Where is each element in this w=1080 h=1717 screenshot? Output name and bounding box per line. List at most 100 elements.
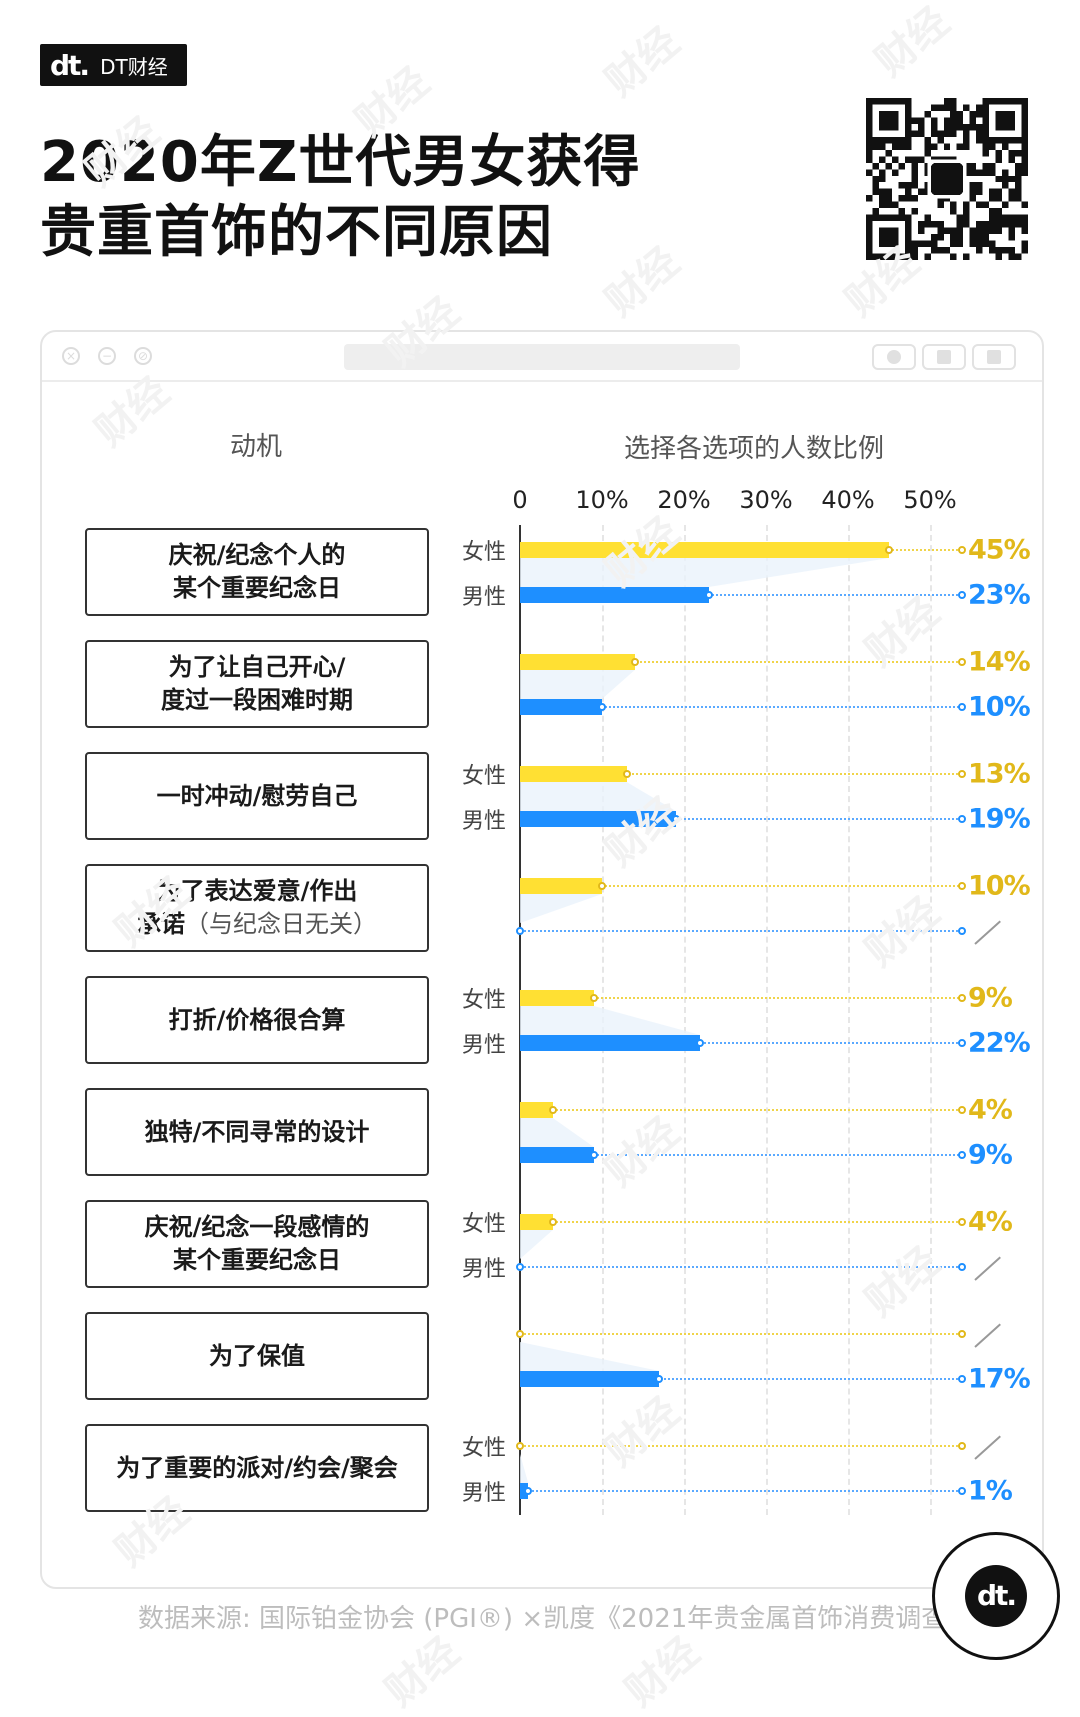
bar-end-dot-male xyxy=(516,927,524,935)
bar-end-dot-male xyxy=(655,1375,664,1383)
leader-end-dot-male xyxy=(958,1151,966,1159)
value-label-female: 4% xyxy=(968,1206,1013,1238)
x-tick-label: 40% xyxy=(821,486,875,514)
bar-female xyxy=(520,766,627,782)
bar-end-dot-female xyxy=(516,1330,524,1338)
bar-connector xyxy=(520,782,676,811)
gender-label-female: 女性 xyxy=(462,988,507,1013)
category-label-main: 度过一段困难时期 xyxy=(161,686,353,714)
leader-end-dot-female xyxy=(958,1330,966,1338)
category-box: 独特/不同寻常的设计 xyxy=(85,1088,429,1176)
category-label-line-2: 度过一段困难时期 xyxy=(161,684,353,717)
category-box: 一时冲动/慰劳自己 xyxy=(85,752,429,840)
x-tick-label: 30% xyxy=(739,486,793,514)
category-label: 为了重要的派对/约会/聚会 xyxy=(116,1452,398,1485)
leader-end-dot-female xyxy=(958,994,966,1002)
leader-end-dot-male xyxy=(958,591,966,599)
brand-logo: dt. DT财经 xyxy=(40,44,187,86)
bar-end-dot-female xyxy=(548,1106,557,1114)
category-label-main: 某个重要纪念日 xyxy=(172,1246,341,1274)
brand-mark: dt. xyxy=(50,48,90,82)
x-tick-label: 0 xyxy=(512,486,528,514)
leader-end-dot-female xyxy=(958,1442,966,1450)
bar-male xyxy=(520,587,709,603)
category-label-main: 某个重要纪念日 xyxy=(172,574,341,602)
category-label-line-2: 某个重要纪念日 xyxy=(169,572,346,605)
leader-line-female xyxy=(520,1333,962,1335)
category-label: 庆祝/纪念一段感情的 某个重要纪念日 xyxy=(145,1211,370,1277)
bar-end-dot-male xyxy=(704,591,713,599)
category-label-line-1: 为了保值 xyxy=(209,1341,305,1370)
category-label: 为了保值 xyxy=(209,1340,305,1373)
bar-end-dot-female xyxy=(885,546,893,554)
leader-end-dot-male xyxy=(958,815,966,823)
bar-female xyxy=(520,542,889,558)
block-icon: ⊘ xyxy=(134,347,152,365)
leader-line-female xyxy=(634,661,962,663)
bar-male xyxy=(520,811,676,827)
value-label-female: 13% xyxy=(968,758,1031,790)
bar-male xyxy=(520,699,602,715)
gender-label-female: 女性 xyxy=(462,540,507,565)
address-bar xyxy=(344,344,740,370)
bar-end-dot-female xyxy=(516,1442,524,1450)
leader-line-male xyxy=(520,1266,962,1268)
bar-end-dot-male xyxy=(524,1487,533,1495)
bar-connector xyxy=(520,1118,594,1147)
watermark: 财经 xyxy=(377,1628,468,1716)
leader-line-male xyxy=(593,1154,962,1156)
value-label-female: 14% xyxy=(968,646,1031,678)
qr-code-icon[interactable] xyxy=(866,98,1028,260)
leader-line-female xyxy=(602,885,962,887)
category-header: 动机 xyxy=(230,432,283,462)
leader-line-male xyxy=(659,1378,962,1380)
leader-line-female xyxy=(889,549,962,551)
category-label: 打折/价格很合算 xyxy=(169,1004,346,1037)
leader-end-dot-female xyxy=(958,658,966,666)
bar-connector xyxy=(520,894,602,923)
watermark: 财经 xyxy=(617,1628,708,1716)
bar-connector xyxy=(520,1006,701,1035)
bar-end-dot-female xyxy=(598,882,606,890)
category-label: 为了让自己开心/度过一段困难时期 xyxy=(161,651,353,717)
leader-end-dot-female xyxy=(958,1218,966,1226)
category-label-line-1: 独特/不同寻常的设计 xyxy=(144,1117,370,1146)
leader-end-dot-male xyxy=(958,1039,966,1047)
category-label: 独特/不同寻常的设计 xyxy=(145,1116,370,1149)
bar-end-dot-male xyxy=(589,1151,598,1159)
category-box: 庆祝/纪念一段感情的 某个重要纪念日 xyxy=(85,1200,429,1288)
bar-male xyxy=(520,1371,660,1387)
bar-male xyxy=(520,1147,594,1163)
category-label-line-1: 庆祝/纪念个人的 xyxy=(168,541,346,569)
category-label-line-2: 承诺（与纪念日无关） xyxy=(137,908,377,941)
close-icon: × xyxy=(62,347,80,365)
category-box: 庆祝/纪念个人的 某个重要纪念日 xyxy=(85,528,429,616)
brand-badge-icon[interactable]: dt. xyxy=(932,1532,1060,1660)
category-box: 为了重要的派对/约会/聚会 xyxy=(85,1424,429,1512)
page-title: 2020年Z世代男女获得 贵重首饰的不同原因 xyxy=(40,128,720,268)
value-label-female: 10% xyxy=(968,870,1031,902)
value-label-male: 17% xyxy=(968,1363,1031,1395)
leader-end-dot-female xyxy=(958,1106,966,1114)
value-label-male: 9% xyxy=(968,1139,1013,1171)
leader-line-male xyxy=(602,706,962,708)
leader-end-dot-female xyxy=(958,770,966,778)
gridline xyxy=(930,525,932,1515)
gender-label-male: 男性 xyxy=(462,1033,507,1058)
badge-mark: dt. xyxy=(965,1565,1027,1627)
bar-end-dot-male xyxy=(696,1039,705,1047)
category-label-line-1: 为了表达爱意/作出 xyxy=(156,877,358,905)
bar-male xyxy=(520,1483,529,1499)
value-header: 选择各选项的人数比例 xyxy=(624,434,885,464)
share-icon xyxy=(922,344,966,370)
gender-label-male: 男性 xyxy=(462,585,507,610)
window-toolbar: × − ⊘ xyxy=(42,332,1042,382)
category-box: 为了让自己开心/度过一段困难时期 xyxy=(85,640,429,728)
category-box: 为了保值 xyxy=(85,1312,429,1400)
value-label-male: 10% xyxy=(968,691,1031,723)
gridline xyxy=(848,525,850,1515)
bar-connector xyxy=(520,1454,529,1483)
gridline xyxy=(684,525,686,1515)
category-label: 一时冲动/慰劳自己 xyxy=(157,780,358,813)
bar-male xyxy=(520,1035,701,1051)
